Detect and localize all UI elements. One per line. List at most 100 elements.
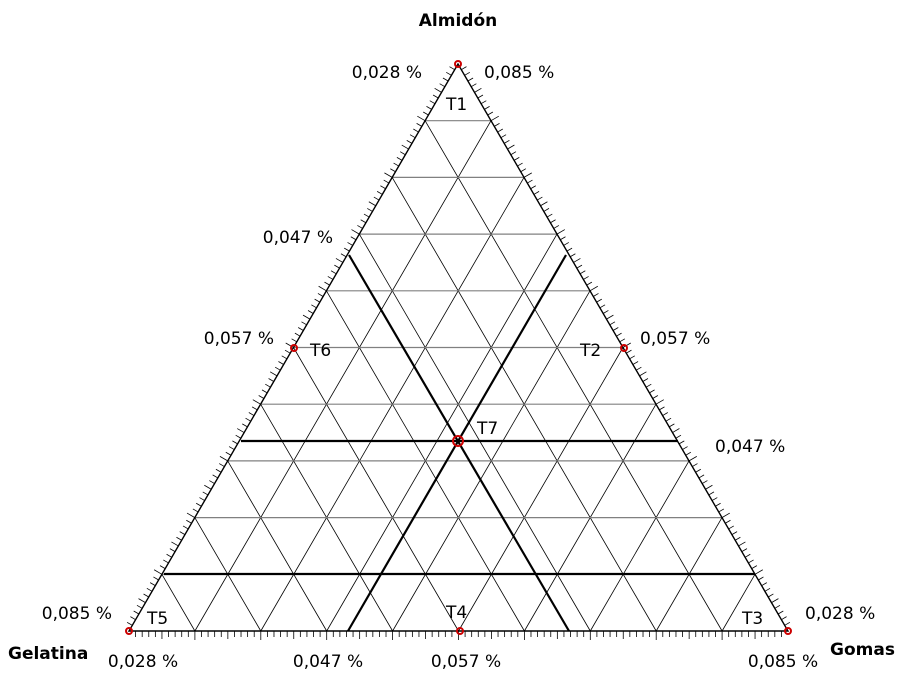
tick-left-edge <box>269 371 278 377</box>
tick-right-edge <box>642 378 649 382</box>
tick-right-edge <box>602 310 609 314</box>
tick-left-edge <box>340 253 347 258</box>
label-bottom-right-edge: 0,028 % <box>805 604 875 624</box>
tick-right-edge <box>639 371 647 377</box>
tick-right-edge <box>484 105 490 110</box>
tick-left-edge <box>143 593 149 598</box>
marker-t7 <box>452 435 464 447</box>
tick-right-edge <box>675 434 682 439</box>
tick-left-edge <box>401 144 409 150</box>
label-right-mid: 0,057 % <box>640 329 710 349</box>
label-base-4: 0,085 % <box>748 652 818 672</box>
treatment-label-t5: T5 <box>146 609 168 629</box>
tick-right-edge <box>761 582 767 586</box>
label-right-lower: 0,047 % <box>715 437 785 457</box>
label-left-mid: 0,057 % <box>204 329 274 349</box>
tick-left-edge <box>439 83 446 88</box>
tick-right-edge <box>569 253 576 258</box>
grid-line-diagonal <box>161 574 196 632</box>
marker-t6 <box>290 344 298 352</box>
tick-right-edge <box>764 587 771 592</box>
tick-right-edge <box>533 191 540 195</box>
vertex-title-top: Almidón <box>419 11 497 31</box>
tick-left-edge <box>396 157 403 161</box>
tick-left-edge <box>368 201 376 207</box>
tick-left-edge <box>258 395 265 399</box>
label-base-3: 0,057 % <box>431 652 501 672</box>
tick-left-edge <box>235 434 242 439</box>
tick-left-edge <box>195 502 202 507</box>
tick-right-edge <box>741 548 748 552</box>
tick-right-edge <box>751 565 758 569</box>
tick-left-edge <box>383 179 390 184</box>
tick-right-edge <box>784 621 791 626</box>
tick-right-edge <box>721 512 730 518</box>
vertex-title-right: Gomas <box>830 640 895 660</box>
tick-right-edge <box>728 525 734 530</box>
tick-left-edge <box>330 270 337 275</box>
tick-left-edge <box>146 587 153 592</box>
treatment-label-t6: T6 <box>309 341 331 361</box>
tick-right-edge <box>612 327 619 331</box>
tick-left-edge <box>376 191 383 195</box>
tick-left-edge <box>434 87 442 93</box>
tick-left-edge <box>278 361 284 365</box>
tick-right-edge <box>497 128 503 133</box>
tick-right-edge <box>520 168 527 173</box>
tick-left-edge <box>284 349 291 354</box>
tick-left-edge <box>367 208 373 212</box>
tick-left-edge <box>237 428 245 433</box>
tick-right-edge <box>494 123 500 127</box>
tick-right-edge <box>490 115 499 122</box>
tick-left-edge <box>149 582 156 586</box>
tick-left-edge <box>232 440 238 445</box>
treatment-label-t3: T3 <box>741 609 763 629</box>
tick-right-edge <box>546 213 553 218</box>
treatment-label-t7: T7 <box>476 419 498 439</box>
tick-right-edge <box>560 236 566 241</box>
tick-left-edge <box>291 338 297 343</box>
tick-left-edge <box>179 531 186 535</box>
tick-left-edge <box>301 321 307 326</box>
tick-left-edge <box>442 77 449 82</box>
tick-right-edge <box>543 208 550 212</box>
tick-left-edge <box>186 519 192 524</box>
tick-right-edge <box>655 399 664 405</box>
bold-reference-lines <box>164 254 755 632</box>
tick-right-edge <box>688 456 697 462</box>
tick-right-edge <box>523 172 532 178</box>
tick-right-edge <box>754 569 763 575</box>
tick-left-edge <box>159 565 166 569</box>
tick-left-edge <box>302 314 311 320</box>
tick-left-edge <box>169 548 176 552</box>
tick-right-edge <box>480 100 487 105</box>
tick-right-edge <box>708 491 715 496</box>
tick-left-edge <box>202 491 209 496</box>
tick-right-edge <box>589 285 598 292</box>
label-left-upper: 0,047 % <box>263 228 333 248</box>
tick-right-edge <box>461 66 467 71</box>
tick-right-edge <box>593 293 599 297</box>
tick-left-edge <box>182 525 189 530</box>
tick-right-edge <box>599 304 606 309</box>
label-top-right: 0,085 % <box>484 63 554 83</box>
tick-left-edge <box>347 242 353 246</box>
marker-t4 <box>456 627 464 635</box>
tick-right-edge <box>632 361 639 365</box>
tick-right-edge <box>774 604 781 609</box>
tick-right-edge <box>474 87 482 93</box>
point-markers <box>125 60 792 635</box>
tick-left-edge <box>138 598 146 603</box>
tick-right-edge <box>616 332 622 337</box>
tick-left-edge <box>380 185 386 190</box>
grid-line-diagonal <box>227 460 328 632</box>
grid-line-diagonal <box>194 120 492 632</box>
tick-right-edge <box>662 412 668 416</box>
tick-right-edge <box>464 71 470 76</box>
tick-left-edge <box>334 264 340 269</box>
tick-right-edge <box>705 484 713 490</box>
tick-right-edge <box>758 576 764 581</box>
tick-right-edge <box>715 502 721 507</box>
tick-right-edge <box>777 610 784 615</box>
tick-left-edge <box>384 172 393 178</box>
